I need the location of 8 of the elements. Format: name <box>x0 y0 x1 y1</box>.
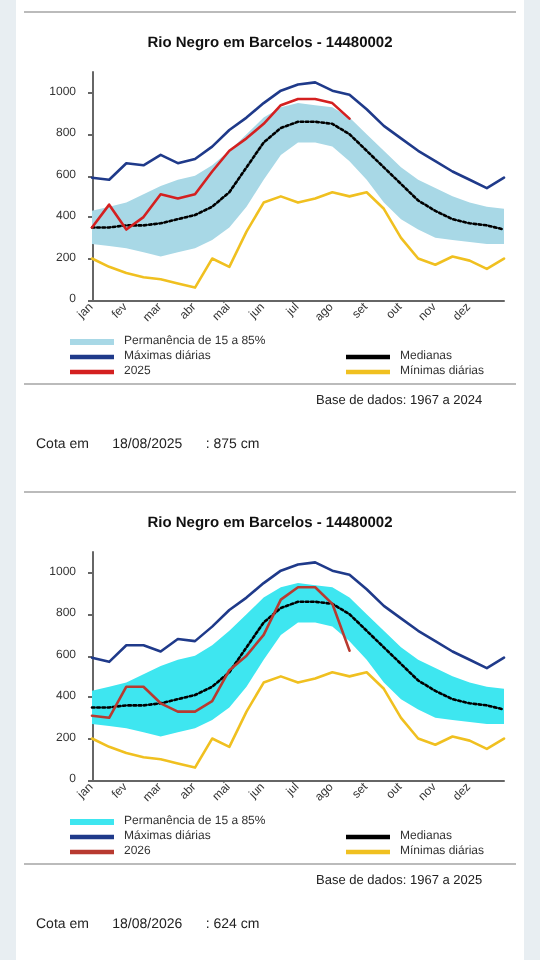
line-series <box>90 670 506 769</box>
line-series <box>90 600 506 711</box>
line-series <box>90 190 506 289</box>
line-series <box>90 120 506 231</box>
line-series <box>90 561 506 670</box>
line-series <box>90 81 506 190</box>
line-series <box>90 97 351 231</box>
line-series <box>90 585 351 720</box>
